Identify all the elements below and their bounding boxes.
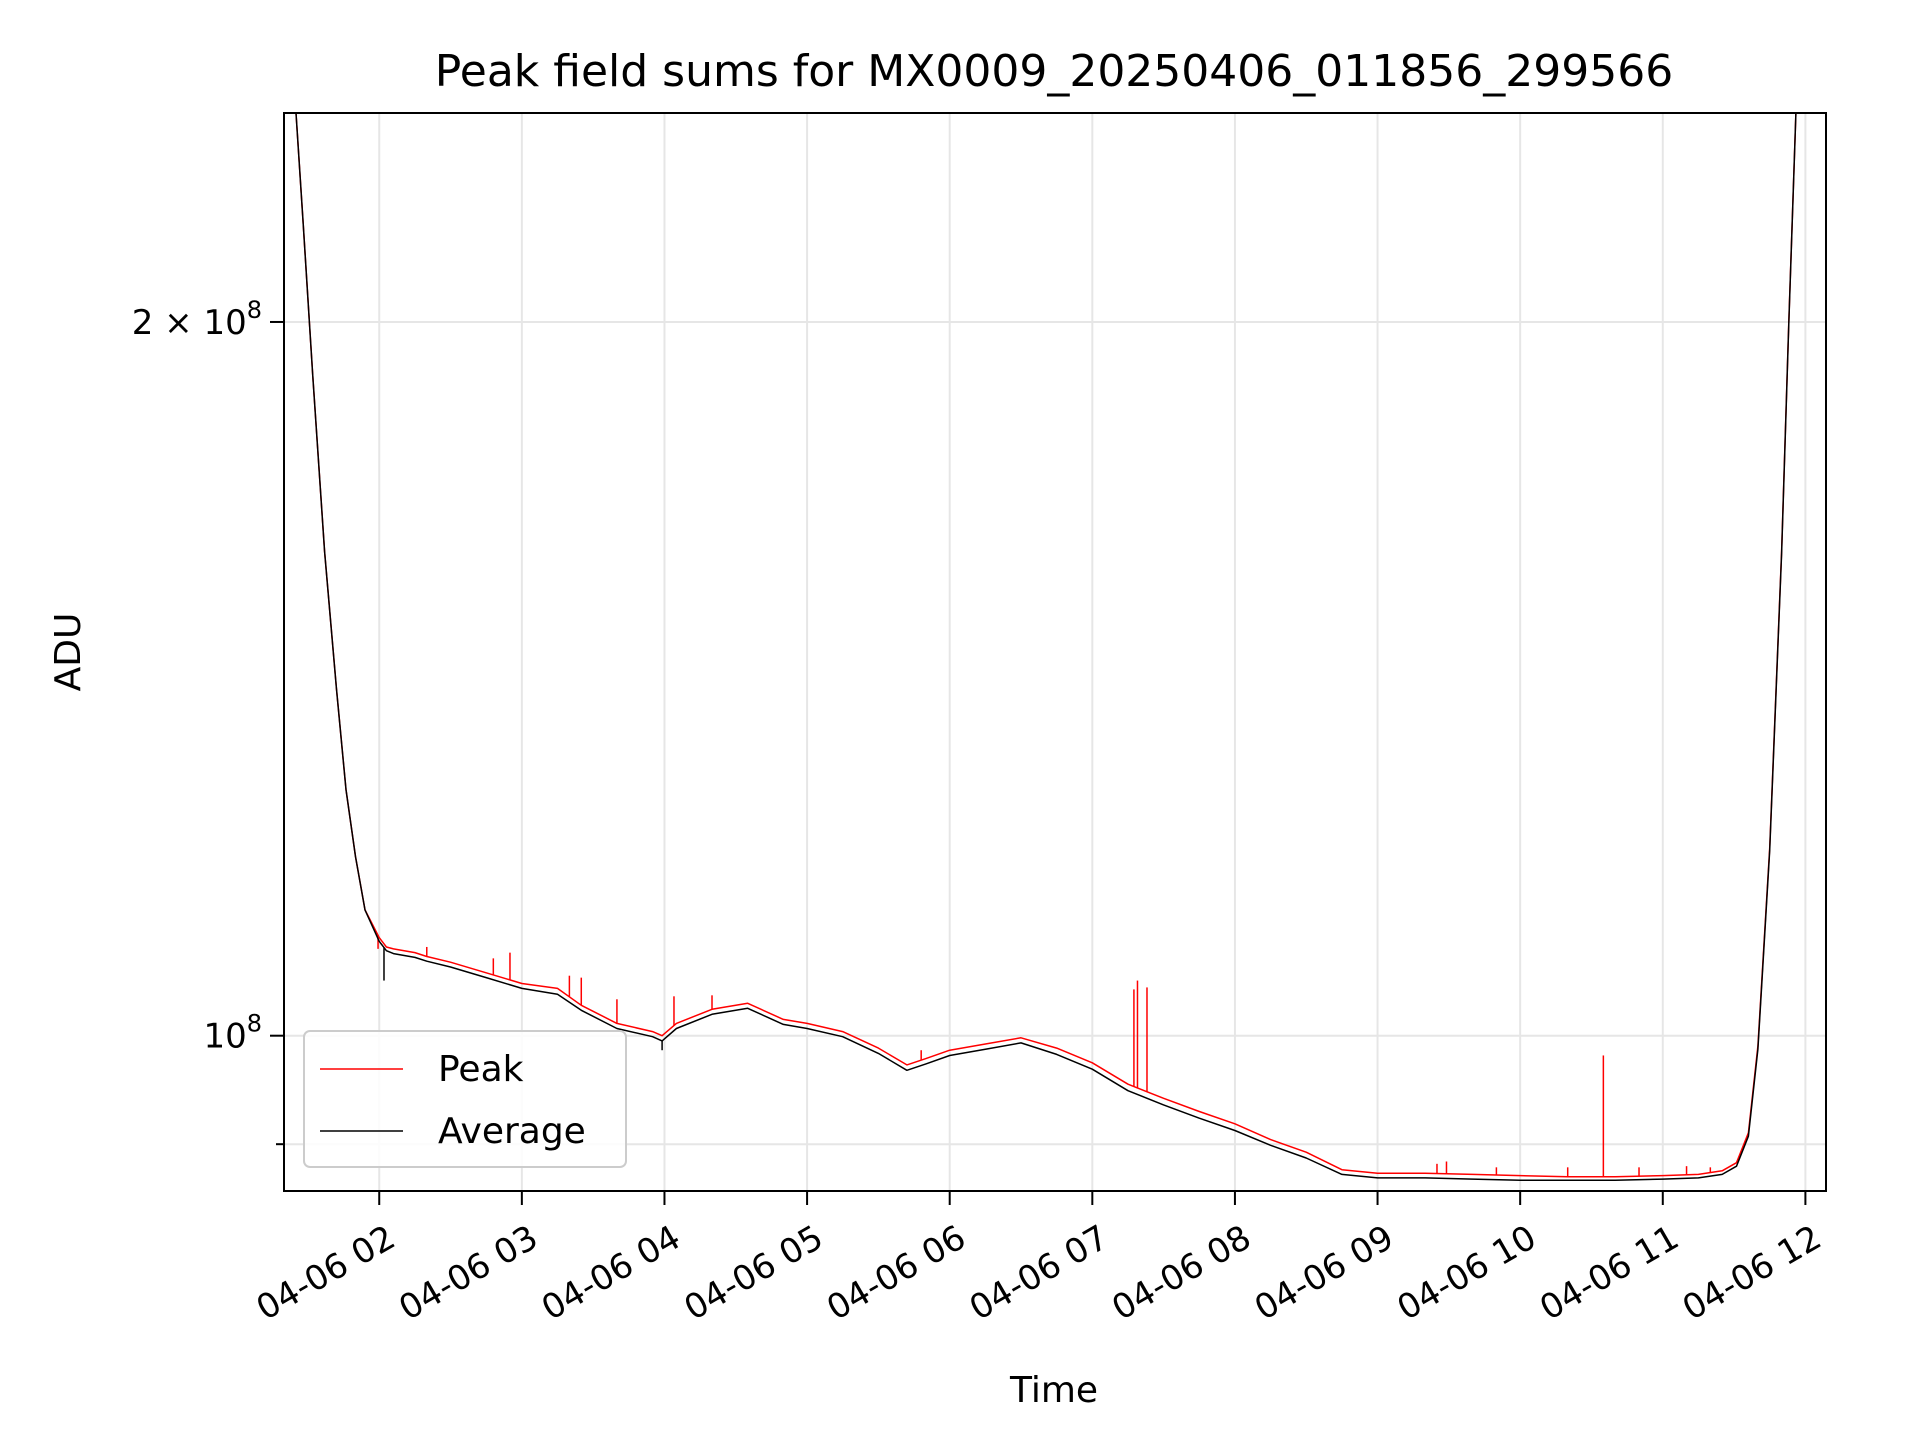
x-axis-label: Time <box>1009 1370 1098 1411</box>
y-tick-label: 2 × 108 <box>132 296 262 343</box>
legend-label-peak: Peak <box>438 1049 524 1090</box>
legend-box <box>303 1030 627 1168</box>
series-line-average <box>295 113 1797 1182</box>
y-axis: 108 2 × 108 <box>132 296 284 1146</box>
legend-label-average: Average <box>438 1111 586 1152</box>
plot-frame <box>283 112 1827 1192</box>
y-axis-label: ADU <box>48 613 89 692</box>
legend: Peak Average <box>303 1030 627 1168</box>
plot-series <box>295 113 1797 1182</box>
series-line-peak <box>295 113 1797 1178</box>
chart-title: Peak field sums for MX0009_20250406_0118… <box>435 46 1673 97</box>
y-tick-label: 108 <box>203 1010 262 1057</box>
